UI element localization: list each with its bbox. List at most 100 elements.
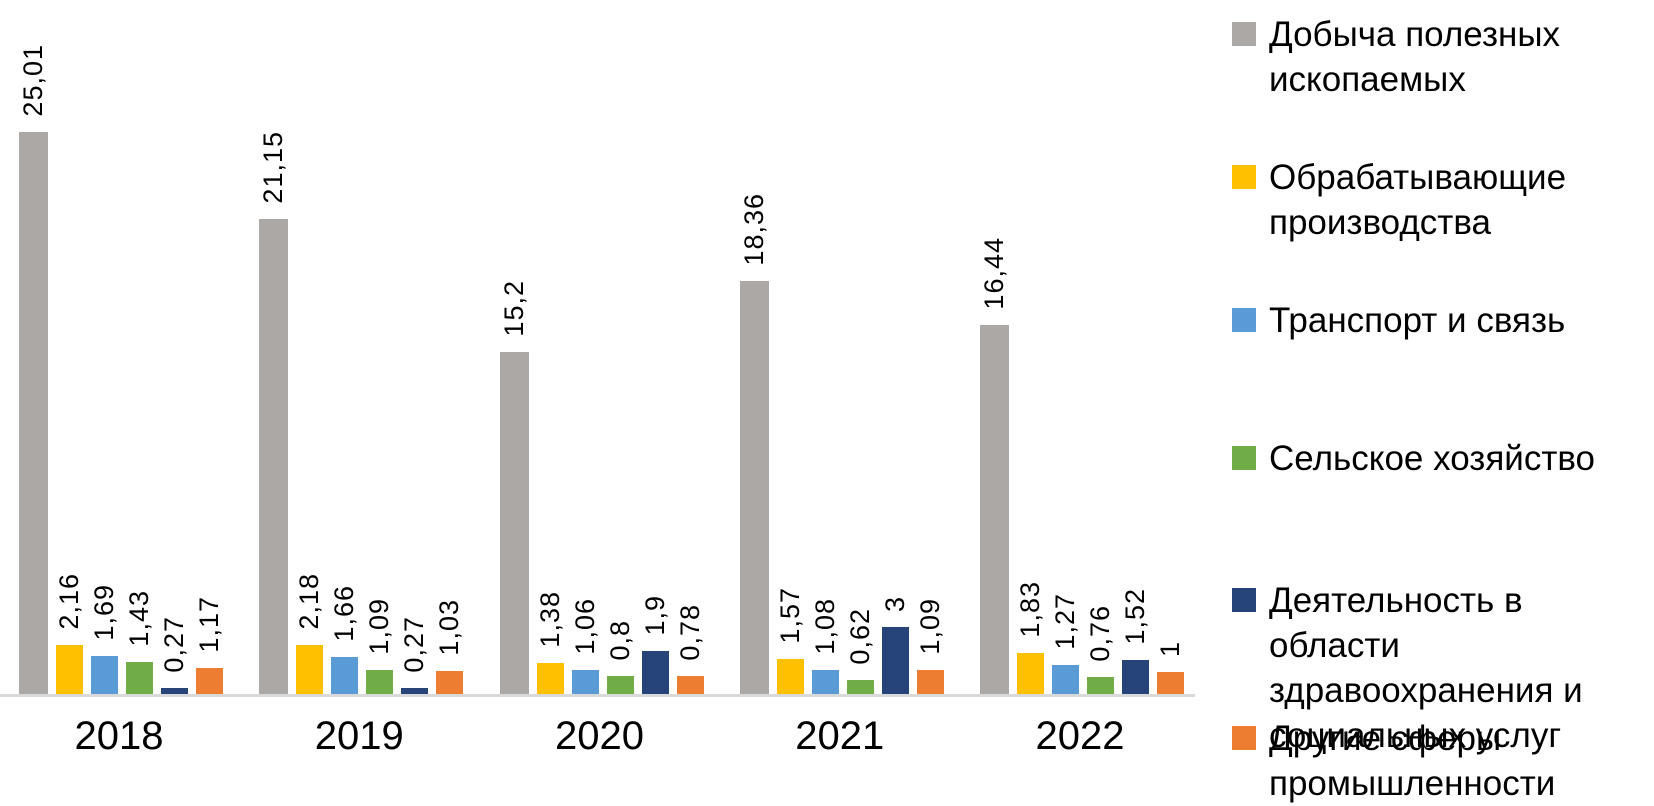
- bar-cell: 1,17: [194, 596, 224, 694]
- legend-marker-icon: [1232, 22, 1256, 46]
- bar-value-label: 1,09: [914, 598, 945, 655]
- bar-value-label: 1,27: [1050, 593, 1080, 650]
- bar-group-2020: 15,2 1,38 1,06 0,8 1,9 0,78: [498, 0, 705, 694]
- bar-cell: 16,44: [979, 237, 1009, 694]
- x-axis-label-2022: 2022: [1035, 714, 1125, 758]
- bar-value-label: 1,57: [774, 587, 805, 644]
- plot-area: 25,01 2,16 1,69 1,43 0,27 1,17 21,15 2,18 1,66 1,…: [18, 0, 1185, 694]
- bar-value-label: 2,16: [54, 573, 84, 630]
- bar: [499, 352, 529, 694]
- bar-cell: 2,18: [294, 573, 325, 694]
- bar-group-2019: 21,15 2,18 1,66 1,09 0,27 1,03: [258, 0, 465, 694]
- x-axis-label-2019: 2019: [314, 714, 404, 758]
- legend-label: Обрабатывающие производства: [1269, 158, 1567, 242]
- legend-item: Транспорт и связь: [1232, 298, 1654, 343]
- legend-label: Другие сферы промышленности: [1269, 719, 1556, 803]
- bar: [1052, 665, 1079, 694]
- bar-value-label: 1,17: [194, 596, 224, 653]
- legend-item: Деятельность в области здравоохранения и…: [1232, 578, 1654, 758]
- x-axis-label-2018: 2018: [74, 714, 164, 758]
- bar-cell: 2,16: [54, 573, 84, 694]
- bar: [436, 671, 464, 694]
- bar-value-label: 1: [1155, 640, 1185, 657]
- bar-value-label: 16,44: [979, 237, 1009, 310]
- bar-cell: 1,9: [639, 595, 670, 694]
- bar: [19, 132, 48, 694]
- bar: [536, 663, 564, 694]
- bar: [366, 670, 394, 694]
- legend-label: Транспорт и связь: [1269, 301, 1566, 340]
- bar: [1122, 660, 1149, 694]
- bar-value-label: 0,76: [1085, 605, 1115, 662]
- bar-value-label: 15,2: [498, 280, 529, 337]
- bar-value-label: 1,03: [434, 599, 465, 656]
- bar: [776, 659, 804, 694]
- bar: [56, 645, 83, 694]
- bar: [1017, 653, 1044, 694]
- bar-value-label: 0,27: [159, 616, 189, 673]
- bar-value-label: 1,66: [329, 585, 360, 642]
- bar: [1157, 672, 1184, 694]
- bar: [739, 281, 769, 694]
- bar: [881, 627, 909, 694]
- bar-cell: 15,2: [498, 280, 529, 694]
- bar-cell: 25,01: [18, 44, 48, 694]
- bar-value-label: 1,38: [534, 591, 565, 648]
- legend-label: Добыча полезных ископаемых: [1269, 15, 1560, 99]
- bar-cell: 1: [1155, 640, 1185, 694]
- bar: [331, 657, 359, 694]
- bar: [916, 670, 944, 694]
- bar-cell: 1,52: [1120, 588, 1150, 694]
- bar-value-label: 25,01: [18, 44, 48, 117]
- bar-value-label: 1,83: [1015, 581, 1045, 638]
- bar-cell: 1,38: [534, 591, 565, 694]
- bar-cell: 1,09: [914, 598, 945, 694]
- bar-value-label: 3: [879, 595, 910, 612]
- bar: [571, 670, 599, 694]
- bar-cell: 1,83: [1015, 581, 1045, 694]
- legend: Добыча полезных ископаемых Обрабатывающие…: [1232, 0, 1654, 806]
- bar-cell: 1,43: [124, 590, 154, 694]
- bar-value-label: 0,78: [674, 604, 705, 661]
- bar-value-label: 2,18: [294, 573, 325, 630]
- bar-cell: 0,27: [399, 616, 429, 694]
- legend-label: Деятельность в области здравоохранения и…: [1269, 581, 1583, 755]
- bar-cell: 1,08: [810, 598, 840, 694]
- bar-value-label: 0,62: [844, 608, 875, 665]
- bar-cell: 0,27: [159, 616, 189, 694]
- bar: [811, 670, 839, 694]
- bar: [401, 688, 429, 694]
- legend-marker-icon: [1232, 165, 1256, 189]
- legend-label: Сельское хозяйство: [1269, 439, 1596, 478]
- bar-cell: 0,76: [1085, 605, 1115, 694]
- bar: [846, 680, 874, 694]
- bar-cell: 21,15: [258, 131, 289, 694]
- bar: [606, 676, 634, 694]
- bar-cell: 1,69: [89, 584, 119, 694]
- bar-value-label: 21,15: [258, 131, 289, 204]
- legend-marker-icon: [1232, 308, 1256, 332]
- bar-value-label: 0,8: [604, 620, 635, 661]
- bar-value-label: 1,9: [639, 595, 670, 636]
- bar-cell: 0,62: [844, 608, 875, 694]
- bar-cell: 1,66: [329, 585, 360, 694]
- bar-value-label: 18,36: [738, 193, 769, 266]
- legend-item: Добыча полезных ископаемых: [1232, 12, 1654, 102]
- x-axis-line: [0, 694, 1195, 697]
- legend-item: Сельское хозяйство: [1232, 436, 1654, 481]
- bar-cell: 1,57: [774, 587, 805, 694]
- bar: [126, 662, 153, 694]
- bar-cell: 1,03: [434, 599, 465, 694]
- bar-cell: 1,09: [364, 598, 394, 694]
- bar-cell: 1,06: [570, 598, 600, 694]
- legend-item: Обрабатывающие производства: [1232, 155, 1654, 245]
- bar-cell: 18,36: [738, 193, 769, 694]
- bar: [296, 645, 324, 694]
- bar-cell: 0,78: [674, 604, 705, 694]
- bar-cell: 0,8: [604, 620, 635, 694]
- bar-cell: 1,27: [1050, 593, 1080, 694]
- bar-group-2022: 16,44 1,83 1,27 0,76 1,52 1: [979, 0, 1185, 694]
- legend-item: Другие сферы промышленности: [1232, 716, 1654, 806]
- bar-value-label: 1,52: [1120, 588, 1150, 645]
